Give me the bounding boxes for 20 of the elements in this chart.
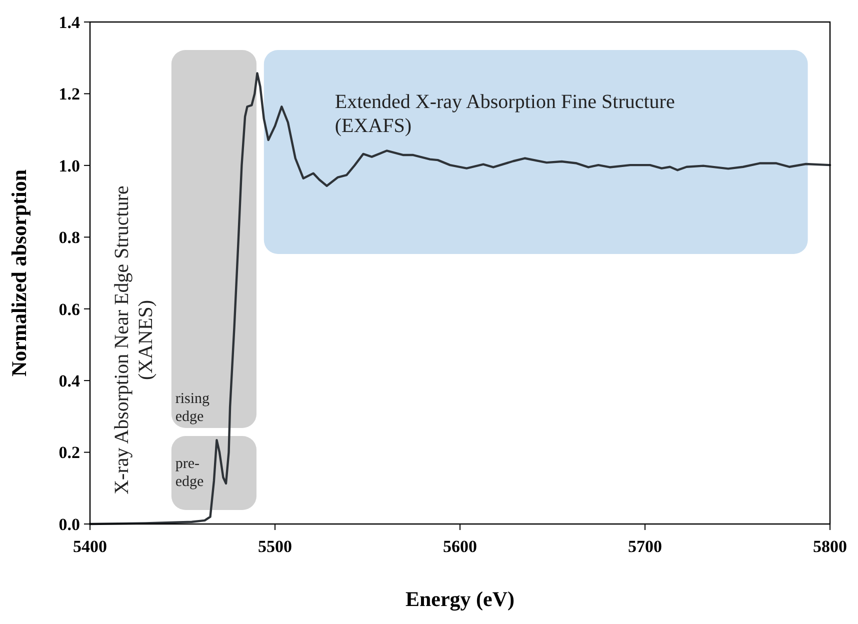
y-tick-label: 0.6 [58, 300, 80, 319]
y-tick-label: 1.4 [58, 12, 80, 32]
x-tick-label: 5400 [73, 537, 107, 556]
y-tick-label: 0.2 [58, 443, 80, 462]
x-tick-label: 5500 [258, 537, 292, 556]
band-label: Extended X-ray Absorption Fine Structure (EXAFS) [334, 91, 675, 137]
y-tick-label: 1.2 [58, 84, 80, 104]
x-tick-label: 5700 [628, 537, 662, 556]
y-tick-label: 0.4 [58, 372, 80, 391]
annotation: X-ray Absorption Near Edge Structure (XANES) [111, 185, 157, 494]
x-axis-title: Energy (eV) [405, 587, 515, 611]
x-tick-label: 5800 [813, 537, 847, 556]
y-tick-label: 0.0 [58, 514, 80, 534]
band-label: pre-edge [175, 456, 204, 490]
band-label: rising edge [175, 391, 210, 425]
y-tick-label: 1.0 [58, 156, 80, 176]
x-tick-label: 5600 [443, 537, 477, 556]
y-axis-title: Normalized absorption [7, 169, 31, 377]
y-tick-label: 0.8 [58, 228, 80, 248]
line-series [88, 72, 832, 526]
